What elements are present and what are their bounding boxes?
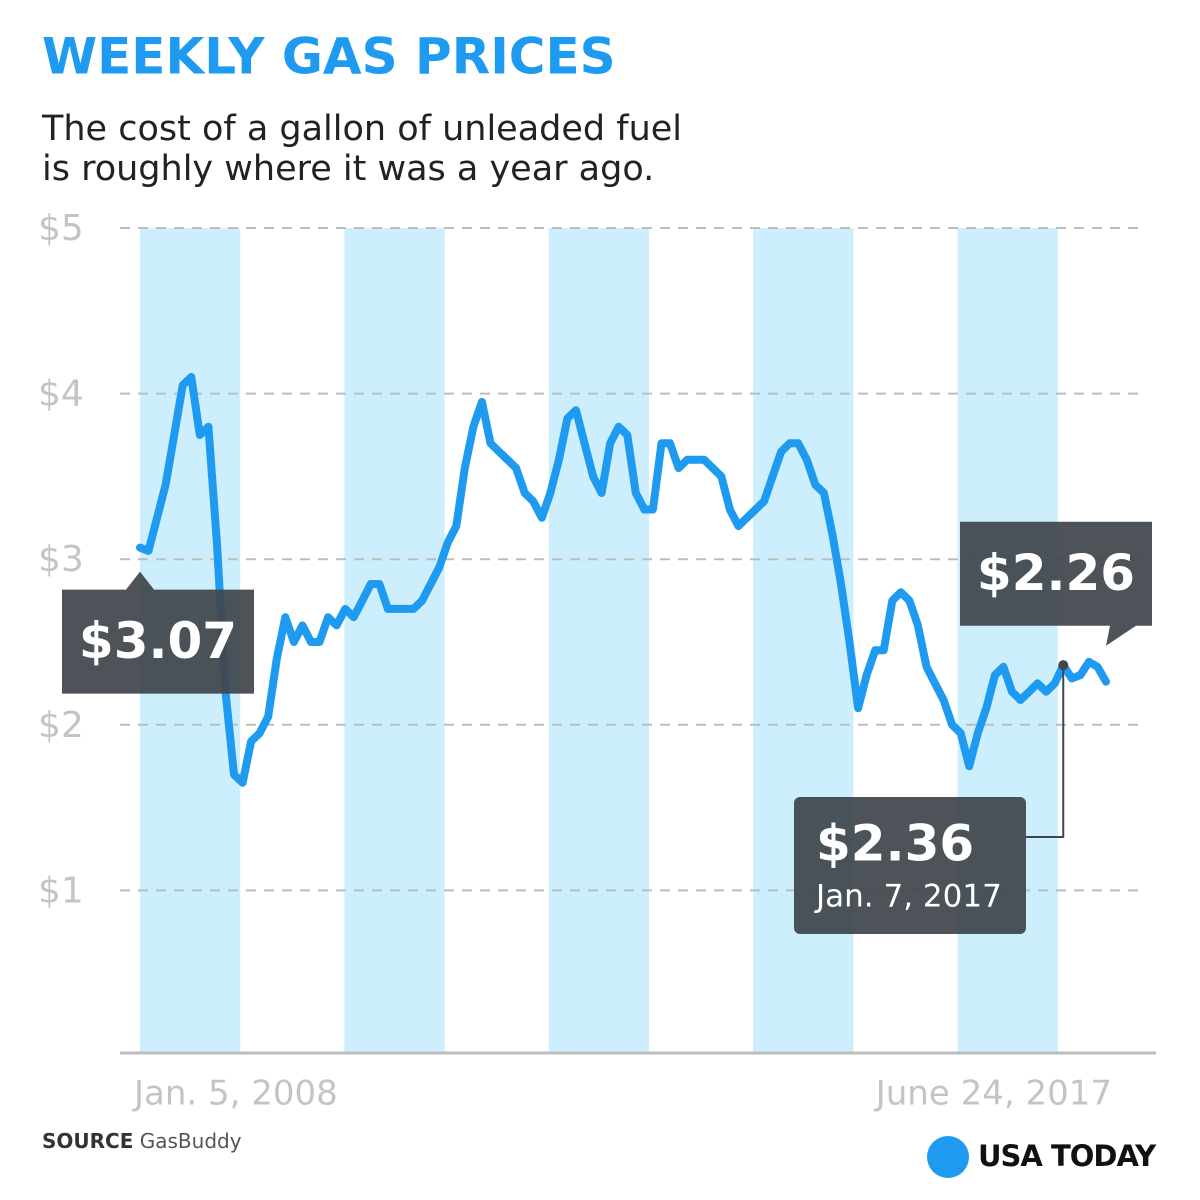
chart-title: WEEKLY GAS PRICES	[42, 28, 616, 86]
source-name: GasBuddy	[140, 1129, 242, 1153]
callout-box	[794, 797, 1026, 934]
y-tick-label: $2	[38, 705, 84, 746]
callout-date: Jan. 7, 2017	[814, 879, 1002, 915]
price-line	[136, 373, 1110, 787]
y-tick-label: $4	[38, 374, 84, 415]
band	[344, 228, 445, 1053]
callout-box	[62, 571, 254, 694]
callout-label: $3.07	[79, 612, 237, 670]
source-label: SOURCE	[42, 1129, 133, 1153]
logo: USA TODAY	[978, 1139, 1157, 1173]
callout-leader	[1026, 665, 1065, 838]
callout-label: $2.26	[977, 544, 1135, 602]
y-tick-label: $1	[38, 870, 84, 911]
callout-label: $2.36	[816, 815, 974, 873]
source: SOURCE GasBuddy	[42, 1129, 242, 1153]
x-tick-label: Jan. 5, 2008	[132, 1074, 338, 1114]
y-tick-label: $5	[38, 208, 84, 249]
chart-subtitle: is roughly where it was a year ago.	[42, 149, 654, 189]
logo-circle	[927, 1136, 969, 1178]
callout-box	[960, 521, 1152, 646]
x-tick-label: June 24, 2017	[874, 1074, 1112, 1114]
chart-subtitle: The cost of a gallon of unleaded fuel	[41, 109, 682, 149]
band	[548, 228, 649, 1053]
y-tick-label: $3	[38, 539, 84, 580]
